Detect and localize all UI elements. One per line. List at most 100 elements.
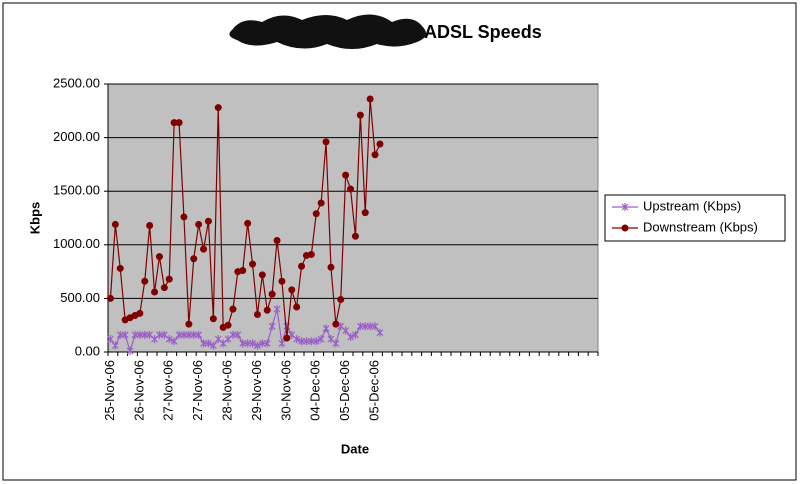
legend-label: Downstream (Kbps) (643, 219, 758, 234)
y-tick-label: 1500.00 (53, 183, 100, 198)
marker (361, 209, 369, 217)
marker (342, 171, 350, 179)
marker (141, 277, 149, 285)
marker (195, 220, 203, 228)
marker (356, 322, 364, 331)
marker (106, 294, 114, 302)
marker (254, 341, 261, 350)
y-axis-label: Kbps (27, 202, 42, 235)
marker (366, 322, 374, 331)
marker (312, 337, 320, 346)
marker (116, 264, 124, 272)
marker (322, 138, 330, 146)
marker (332, 320, 340, 328)
marker (361, 322, 369, 331)
x-tick-label: 25-Nov-06 (102, 360, 117, 421)
marker (322, 324, 330, 333)
marker (224, 321, 232, 329)
marker (317, 199, 325, 207)
y-tick-label: 2500.00 (53, 75, 100, 90)
marker (151, 288, 159, 296)
x-tick-label: 30-Nov-06 (278, 360, 293, 421)
marker (371, 322, 379, 331)
marker (141, 330, 149, 339)
x-tick-label: 04-Dec-06 (308, 360, 323, 421)
y-tick-label: 2000.00 (53, 129, 100, 144)
marker (332, 339, 340, 348)
marker (156, 330, 163, 339)
marker (160, 284, 168, 292)
marker (258, 271, 266, 279)
series-line (109, 98, 381, 339)
x-tick-label: 29-Nov-06 (249, 360, 264, 421)
marker (293, 303, 301, 311)
marker (303, 337, 310, 346)
marker (200, 245, 208, 253)
marker (170, 337, 178, 346)
x-tick-label: 27-Nov-06 (161, 360, 176, 421)
marker (376, 328, 384, 337)
x-tick-label: 26-Nov-06 (131, 360, 146, 421)
marker (307, 250, 315, 258)
marker (621, 203, 629, 211)
marker (209, 315, 217, 323)
marker (273, 237, 281, 245)
marker (621, 224, 629, 232)
marker (107, 335, 114, 344)
marker (249, 339, 256, 348)
marker (283, 334, 291, 342)
marker (366, 95, 374, 103)
marker (116, 330, 124, 339)
x-tick-label: 27-Nov-06 (190, 360, 205, 421)
marker (170, 119, 178, 127)
x-axis-label: Date (341, 441, 369, 456)
marker (136, 309, 144, 317)
marker (278, 339, 286, 348)
marker (185, 330, 193, 339)
marker (229, 330, 237, 339)
marker (239, 267, 247, 275)
marker (253, 310, 261, 318)
marker (298, 262, 306, 270)
marker (180, 213, 188, 221)
marker (263, 339, 271, 348)
redaction-scribble (229, 14, 426, 49)
marker (185, 320, 193, 328)
marker (249, 260, 257, 268)
marker (205, 339, 212, 348)
marker (268, 322, 276, 331)
marker (195, 330, 203, 339)
marker (126, 346, 134, 355)
marker (200, 339, 207, 348)
marker (155, 253, 163, 261)
marker (307, 337, 315, 346)
legend (604, 194, 786, 242)
marker (214, 104, 222, 112)
x-tick-label: 05-Dec-06 (337, 360, 352, 421)
marker (136, 330, 144, 339)
marker (111, 341, 119, 350)
marker (268, 290, 276, 298)
marker (175, 330, 183, 339)
marker (342, 326, 350, 335)
marker (111, 220, 119, 228)
marker (258, 339, 266, 348)
y-tick-label: 500.00 (60, 290, 100, 305)
marker (204, 217, 212, 225)
chart-title: ADSL Speeds (424, 22, 542, 42)
marker (312, 210, 320, 218)
y-tick-label: 1000.00 (53, 236, 100, 251)
marker (146, 222, 154, 230)
x-tick-label: 05-Dec-06 (366, 360, 381, 421)
marker (293, 335, 301, 344)
marker (263, 306, 271, 314)
marker (229, 305, 237, 313)
marker (165, 275, 173, 283)
marker (278, 277, 286, 285)
marker (190, 330, 198, 339)
legend-label: Upstream (Kbps) (643, 198, 741, 213)
marker (337, 295, 345, 303)
marker (351, 232, 359, 240)
x-tick-label: 28-Nov-06 (219, 360, 234, 421)
